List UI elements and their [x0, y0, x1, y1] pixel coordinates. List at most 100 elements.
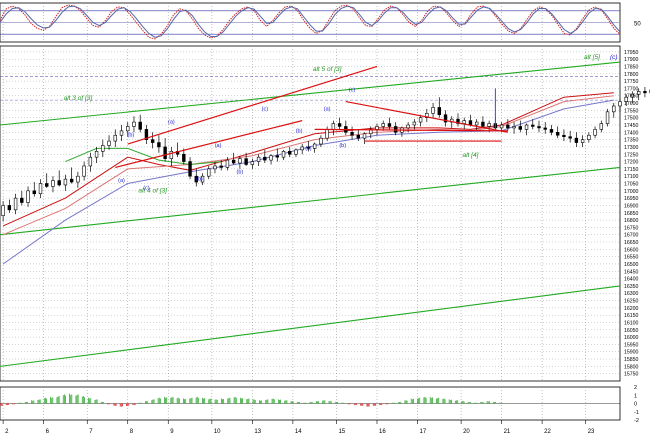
wave-annotation: alt [5] — [584, 54, 600, 61]
candle-body — [231, 159, 236, 164]
candle-body — [537, 126, 541, 129]
candle-body — [7, 205, 12, 211]
candle-body — [169, 151, 174, 159]
candle-body — [605, 111, 610, 124]
wave-annotation: alt 4 of [3] — [138, 187, 167, 194]
date-tick-label: 21 — [504, 429, 511, 435]
candle-body — [506, 124, 510, 129]
price-tick-label: 15750 — [624, 372, 639, 378]
wave-annotation: (a) — [215, 143, 222, 149]
candle-body — [1, 205, 5, 216]
wave-annotation: (b) — [237, 169, 244, 175]
candle-body — [144, 129, 149, 140]
price-tick-label: 16100 — [624, 320, 639, 326]
moving-average-line — [2, 95, 614, 236]
trend-line — [115, 120, 303, 169]
price-tick-label: 17850 — [624, 64, 639, 70]
candle-body — [612, 105, 616, 113]
price-tick-label: 16150 — [624, 313, 639, 319]
date-tick-label: 7 — [89, 429, 93, 435]
candle-body — [325, 129, 329, 139]
channel-line — [0, 61, 621, 126]
candle-body — [562, 134, 566, 137]
wave-annotation: (c) — [610, 54, 618, 61]
candle-body — [200, 175, 205, 183]
price-tick-label: 16650 — [624, 240, 639, 246]
candle-body — [157, 142, 161, 148]
date-tick-label: 13 — [254, 429, 261, 435]
date-tick-label: 20 — [463, 429, 470, 435]
candle-body — [331, 123, 336, 130]
price-tick-label: 16900 — [624, 203, 639, 209]
candle-body — [412, 121, 417, 126]
price-tick-label: 16300 — [624, 291, 639, 297]
wave-annotation: (a) — [168, 120, 175, 126]
price-tick-label: 17550 — [624, 108, 639, 114]
candle-body — [69, 178, 74, 183]
price-tick-label: 17900 — [624, 57, 639, 63]
candle-body — [630, 93, 635, 98]
candle-body — [150, 139, 155, 143]
price-tick-label: 15900 — [624, 350, 639, 356]
date-tick-label: 10 — [214, 429, 221, 435]
candle-body — [512, 126, 516, 129]
candle-body — [636, 91, 641, 95]
candle-body — [163, 146, 167, 159]
date-tick-label: 15 — [338, 429, 345, 435]
wave-annotation: (c) — [143, 185, 150, 191]
price-tick-label: 15850 — [624, 357, 639, 363]
date-tick-label: 9 — [170, 429, 174, 435]
candle-body — [63, 178, 68, 186]
date-tick-label: 8 — [130, 429, 134, 435]
candle-body — [406, 124, 410, 129]
candle-body — [238, 158, 242, 164]
candle-body — [337, 123, 342, 127]
price-tick-label: 17000 — [624, 189, 639, 195]
candle-body — [188, 161, 192, 177]
candle-body — [499, 124, 504, 129]
histogram-tick-label: 0 — [634, 402, 637, 408]
price-tick-label: 16400 — [624, 277, 639, 283]
candle-body — [437, 107, 441, 116]
candle-body — [107, 140, 111, 146]
price-tick-label: 17450 — [624, 123, 639, 129]
price-tick-label: 17100 — [624, 174, 639, 180]
candle-body — [425, 112, 429, 118]
date-tick-label: 23 — [588, 429, 595, 435]
candle-body — [82, 165, 86, 177]
price-tick-label: 17200 — [624, 160, 639, 166]
price-tick-label: 17400 — [624, 130, 639, 136]
candle-body — [113, 134, 117, 142]
wave-annotation: (c) — [349, 87, 356, 93]
price-tick-label: 17150 — [624, 167, 639, 173]
trend-line — [127, 65, 378, 145]
wave-annotation: (a) — [324, 106, 331, 112]
date-tick-label: 2 — [5, 429, 9, 435]
candle-body — [543, 127, 547, 130]
candle-body — [250, 161, 255, 165]
price-tick-label: 17700 — [624, 86, 639, 92]
date-tick-label: 22 — [544, 429, 551, 435]
candle-body — [524, 124, 529, 130]
candle-body — [119, 130, 124, 136]
channel-line — [0, 166, 621, 236]
candle-body — [45, 183, 49, 187]
wave-annotation: (b) — [127, 133, 134, 139]
price-tick-label: 16800 — [624, 218, 639, 224]
candle-body — [418, 117, 423, 123]
candle-body — [76, 175, 80, 183]
candle-body — [101, 145, 105, 152]
candle-body — [393, 126, 398, 133]
candle-body — [555, 132, 560, 136]
price-tick-label: 16450 — [624, 269, 639, 275]
moving-average-line — [65, 147, 222, 166]
candle-body — [531, 124, 535, 127]
candle-body — [300, 146, 304, 151]
date-tick-label: 17 — [419, 429, 426, 435]
candle-body — [549, 129, 554, 133]
price-tick-label: 17750 — [624, 79, 639, 85]
wave-annotation: alt 5 of [3] — [313, 66, 342, 73]
candle-body — [356, 134, 360, 139]
histogram-panel: 2 1 0 -1 -2 — [0, 385, 639, 424]
